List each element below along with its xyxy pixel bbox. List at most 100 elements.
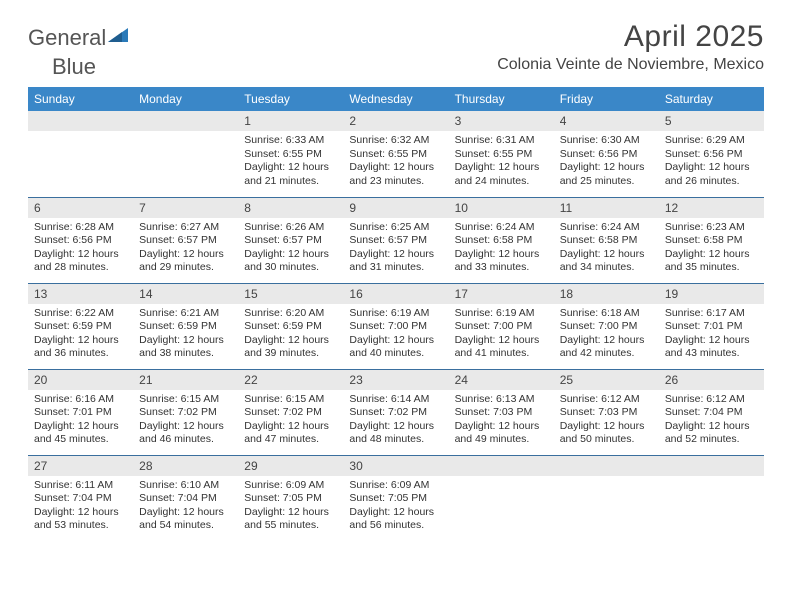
day-details: Sunrise: 6:23 AMSunset: 6:58 PMDaylight:… xyxy=(659,218,764,280)
calendar-cell: 16Sunrise: 6:19 AMSunset: 7:00 PMDayligh… xyxy=(343,283,448,369)
sunset-line: Sunset: 7:03 PM xyxy=(455,406,548,420)
calendar-cell: 4Sunrise: 6:30 AMSunset: 6:56 PMDaylight… xyxy=(554,111,659,197)
day-details: Sunrise: 6:20 AMSunset: 6:59 PMDaylight:… xyxy=(238,304,343,366)
day-number: 19 xyxy=(659,284,764,304)
sunrise-line: Sunrise: 6:20 AM xyxy=(244,307,337,321)
day-details: Sunrise: 6:16 AMSunset: 7:01 PMDaylight:… xyxy=(28,390,133,452)
calendar-cell: . xyxy=(133,111,238,197)
sunrise-line: Sunrise: 6:09 AM xyxy=(349,479,442,493)
day-details: Sunrise: 6:13 AMSunset: 7:03 PMDaylight:… xyxy=(449,390,554,452)
daylight-line: Daylight: 12 hours and 49 minutes. xyxy=(455,420,548,447)
sunrise-line: Sunrise: 6:32 AM xyxy=(349,134,442,148)
day-number: 7 xyxy=(133,198,238,218)
daylight-line: Daylight: 12 hours and 45 minutes. xyxy=(34,420,127,447)
calendar-cell: 17Sunrise: 6:19 AMSunset: 7:00 PMDayligh… xyxy=(449,283,554,369)
day-number: 16 xyxy=(343,284,448,304)
day-details: Sunrise: 6:19 AMSunset: 7:00 PMDaylight:… xyxy=(449,304,554,366)
sunrise-line: Sunrise: 6:16 AM xyxy=(34,393,127,407)
day-number: 29 xyxy=(238,456,343,476)
brand-name-part1: General xyxy=(28,27,106,49)
day-details: Sunrise: 6:31 AMSunset: 6:55 PMDaylight:… xyxy=(449,131,554,193)
weekday-header: Wednesday xyxy=(343,87,448,111)
daylight-line: Daylight: 12 hours and 40 minutes. xyxy=(349,334,442,361)
day-details: Sunrise: 6:15 AMSunset: 7:02 PMDaylight:… xyxy=(133,390,238,452)
day-number: 10 xyxy=(449,198,554,218)
calendar-week-row: 13Sunrise: 6:22 AMSunset: 6:59 PMDayligh… xyxy=(28,283,764,369)
weekday-header: Monday xyxy=(133,87,238,111)
day-details: Sunrise: 6:27 AMSunset: 6:57 PMDaylight:… xyxy=(133,218,238,280)
day-number: 9 xyxy=(343,198,448,218)
calendar-cell: 7Sunrise: 6:27 AMSunset: 6:57 PMDaylight… xyxy=(133,197,238,283)
day-number: 17 xyxy=(449,284,554,304)
calendar-cell: 1Sunrise: 6:33 AMSunset: 6:55 PMDaylight… xyxy=(238,111,343,197)
day-details: Sunrise: 6:10 AMSunset: 7:04 PMDaylight:… xyxy=(133,476,238,538)
calendar-cell: . xyxy=(554,455,659,541)
daylight-line: Daylight: 12 hours and 29 minutes. xyxy=(139,248,232,275)
daylight-line: Daylight: 12 hours and 36 minutes. xyxy=(34,334,127,361)
sunset-line: Sunset: 7:04 PM xyxy=(34,492,127,506)
calendar-table: Sunday Monday Tuesday Wednesday Thursday… xyxy=(28,87,764,541)
day-number: . xyxy=(659,456,764,476)
day-number: 15 xyxy=(238,284,343,304)
daylight-line: Daylight: 12 hours and 39 minutes. xyxy=(244,334,337,361)
sunset-line: Sunset: 6:55 PM xyxy=(244,148,337,162)
calendar-cell: 5Sunrise: 6:29 AMSunset: 6:56 PMDaylight… xyxy=(659,111,764,197)
sunset-line: Sunset: 6:55 PM xyxy=(455,148,548,162)
brand-logo: General xyxy=(28,20,132,49)
day-number: 13 xyxy=(28,284,133,304)
daylight-line: Daylight: 12 hours and 24 minutes. xyxy=(455,161,548,188)
calendar-cell: 30Sunrise: 6:09 AMSunset: 7:05 PMDayligh… xyxy=(343,455,448,541)
day-details xyxy=(554,476,659,483)
sunrise-line: Sunrise: 6:21 AM xyxy=(139,307,232,321)
calendar-cell: 20Sunrise: 6:16 AMSunset: 7:01 PMDayligh… xyxy=(28,369,133,455)
sunrise-line: Sunrise: 6:31 AM xyxy=(455,134,548,148)
sunset-line: Sunset: 6:59 PM xyxy=(34,320,127,334)
day-number: 1 xyxy=(238,111,343,131)
calendar-page: General April 2025 Colonia Veinte de Nov… xyxy=(0,0,792,541)
sunrise-line: Sunrise: 6:15 AM xyxy=(139,393,232,407)
day-details: Sunrise: 6:18 AMSunset: 7:00 PMDaylight:… xyxy=(554,304,659,366)
calendar-cell: 13Sunrise: 6:22 AMSunset: 6:59 PMDayligh… xyxy=(28,283,133,369)
sunset-line: Sunset: 6:57 PM xyxy=(349,234,442,248)
daylight-line: Daylight: 12 hours and 28 minutes. xyxy=(34,248,127,275)
calendar-cell: 10Sunrise: 6:24 AMSunset: 6:58 PMDayligh… xyxy=(449,197,554,283)
sunset-line: Sunset: 7:02 PM xyxy=(244,406,337,420)
day-number: . xyxy=(133,111,238,131)
day-details: Sunrise: 6:15 AMSunset: 7:02 PMDaylight:… xyxy=(238,390,343,452)
calendar-cell: 18Sunrise: 6:18 AMSunset: 7:00 PMDayligh… xyxy=(554,283,659,369)
day-number: 27 xyxy=(28,456,133,476)
daylight-line: Daylight: 12 hours and 33 minutes. xyxy=(455,248,548,275)
calendar-cell: 19Sunrise: 6:17 AMSunset: 7:01 PMDayligh… xyxy=(659,283,764,369)
sunrise-line: Sunrise: 6:12 AM xyxy=(560,393,653,407)
day-details: Sunrise: 6:25 AMSunset: 6:57 PMDaylight:… xyxy=(343,218,448,280)
day-details: Sunrise: 6:24 AMSunset: 6:58 PMDaylight:… xyxy=(449,218,554,280)
daylight-line: Daylight: 12 hours and 56 minutes. xyxy=(349,506,442,533)
daylight-line: Daylight: 12 hours and 25 minutes. xyxy=(560,161,653,188)
day-details: Sunrise: 6:29 AMSunset: 6:56 PMDaylight:… xyxy=(659,131,764,193)
weekday-header-row: Sunday Monday Tuesday Wednesday Thursday… xyxy=(28,87,764,111)
sunrise-line: Sunrise: 6:17 AM xyxy=(665,307,758,321)
daylight-line: Daylight: 12 hours and 54 minutes. xyxy=(139,506,232,533)
daylight-line: Daylight: 12 hours and 23 minutes. xyxy=(349,161,442,188)
calendar-cell: 22Sunrise: 6:15 AMSunset: 7:02 PMDayligh… xyxy=(238,369,343,455)
sunset-line: Sunset: 6:59 PM xyxy=(244,320,337,334)
month-title: April 2025 xyxy=(497,20,764,54)
sunset-line: Sunset: 7:04 PM xyxy=(665,406,758,420)
sunset-line: Sunset: 6:56 PM xyxy=(34,234,127,248)
calendar-cell: 27Sunrise: 6:11 AMSunset: 7:04 PMDayligh… xyxy=(28,455,133,541)
sunrise-line: Sunrise: 6:33 AM xyxy=(244,134,337,148)
daylight-line: Daylight: 12 hours and 52 minutes. xyxy=(665,420,758,447)
day-details xyxy=(133,131,238,138)
calendar-week-row: 27Sunrise: 6:11 AMSunset: 7:04 PMDayligh… xyxy=(28,455,764,541)
day-details: Sunrise: 6:28 AMSunset: 6:56 PMDaylight:… xyxy=(28,218,133,280)
sunrise-line: Sunrise: 6:25 AM xyxy=(349,221,442,235)
day-number: 5 xyxy=(659,111,764,131)
day-details xyxy=(659,476,764,483)
sunrise-line: Sunrise: 6:09 AM xyxy=(244,479,337,493)
sunset-line: Sunset: 6:57 PM xyxy=(139,234,232,248)
day-number: 20 xyxy=(28,370,133,390)
day-number: 12 xyxy=(659,198,764,218)
sunrise-line: Sunrise: 6:13 AM xyxy=(455,393,548,407)
sunset-line: Sunset: 7:02 PM xyxy=(349,406,442,420)
day-number: 6 xyxy=(28,198,133,218)
